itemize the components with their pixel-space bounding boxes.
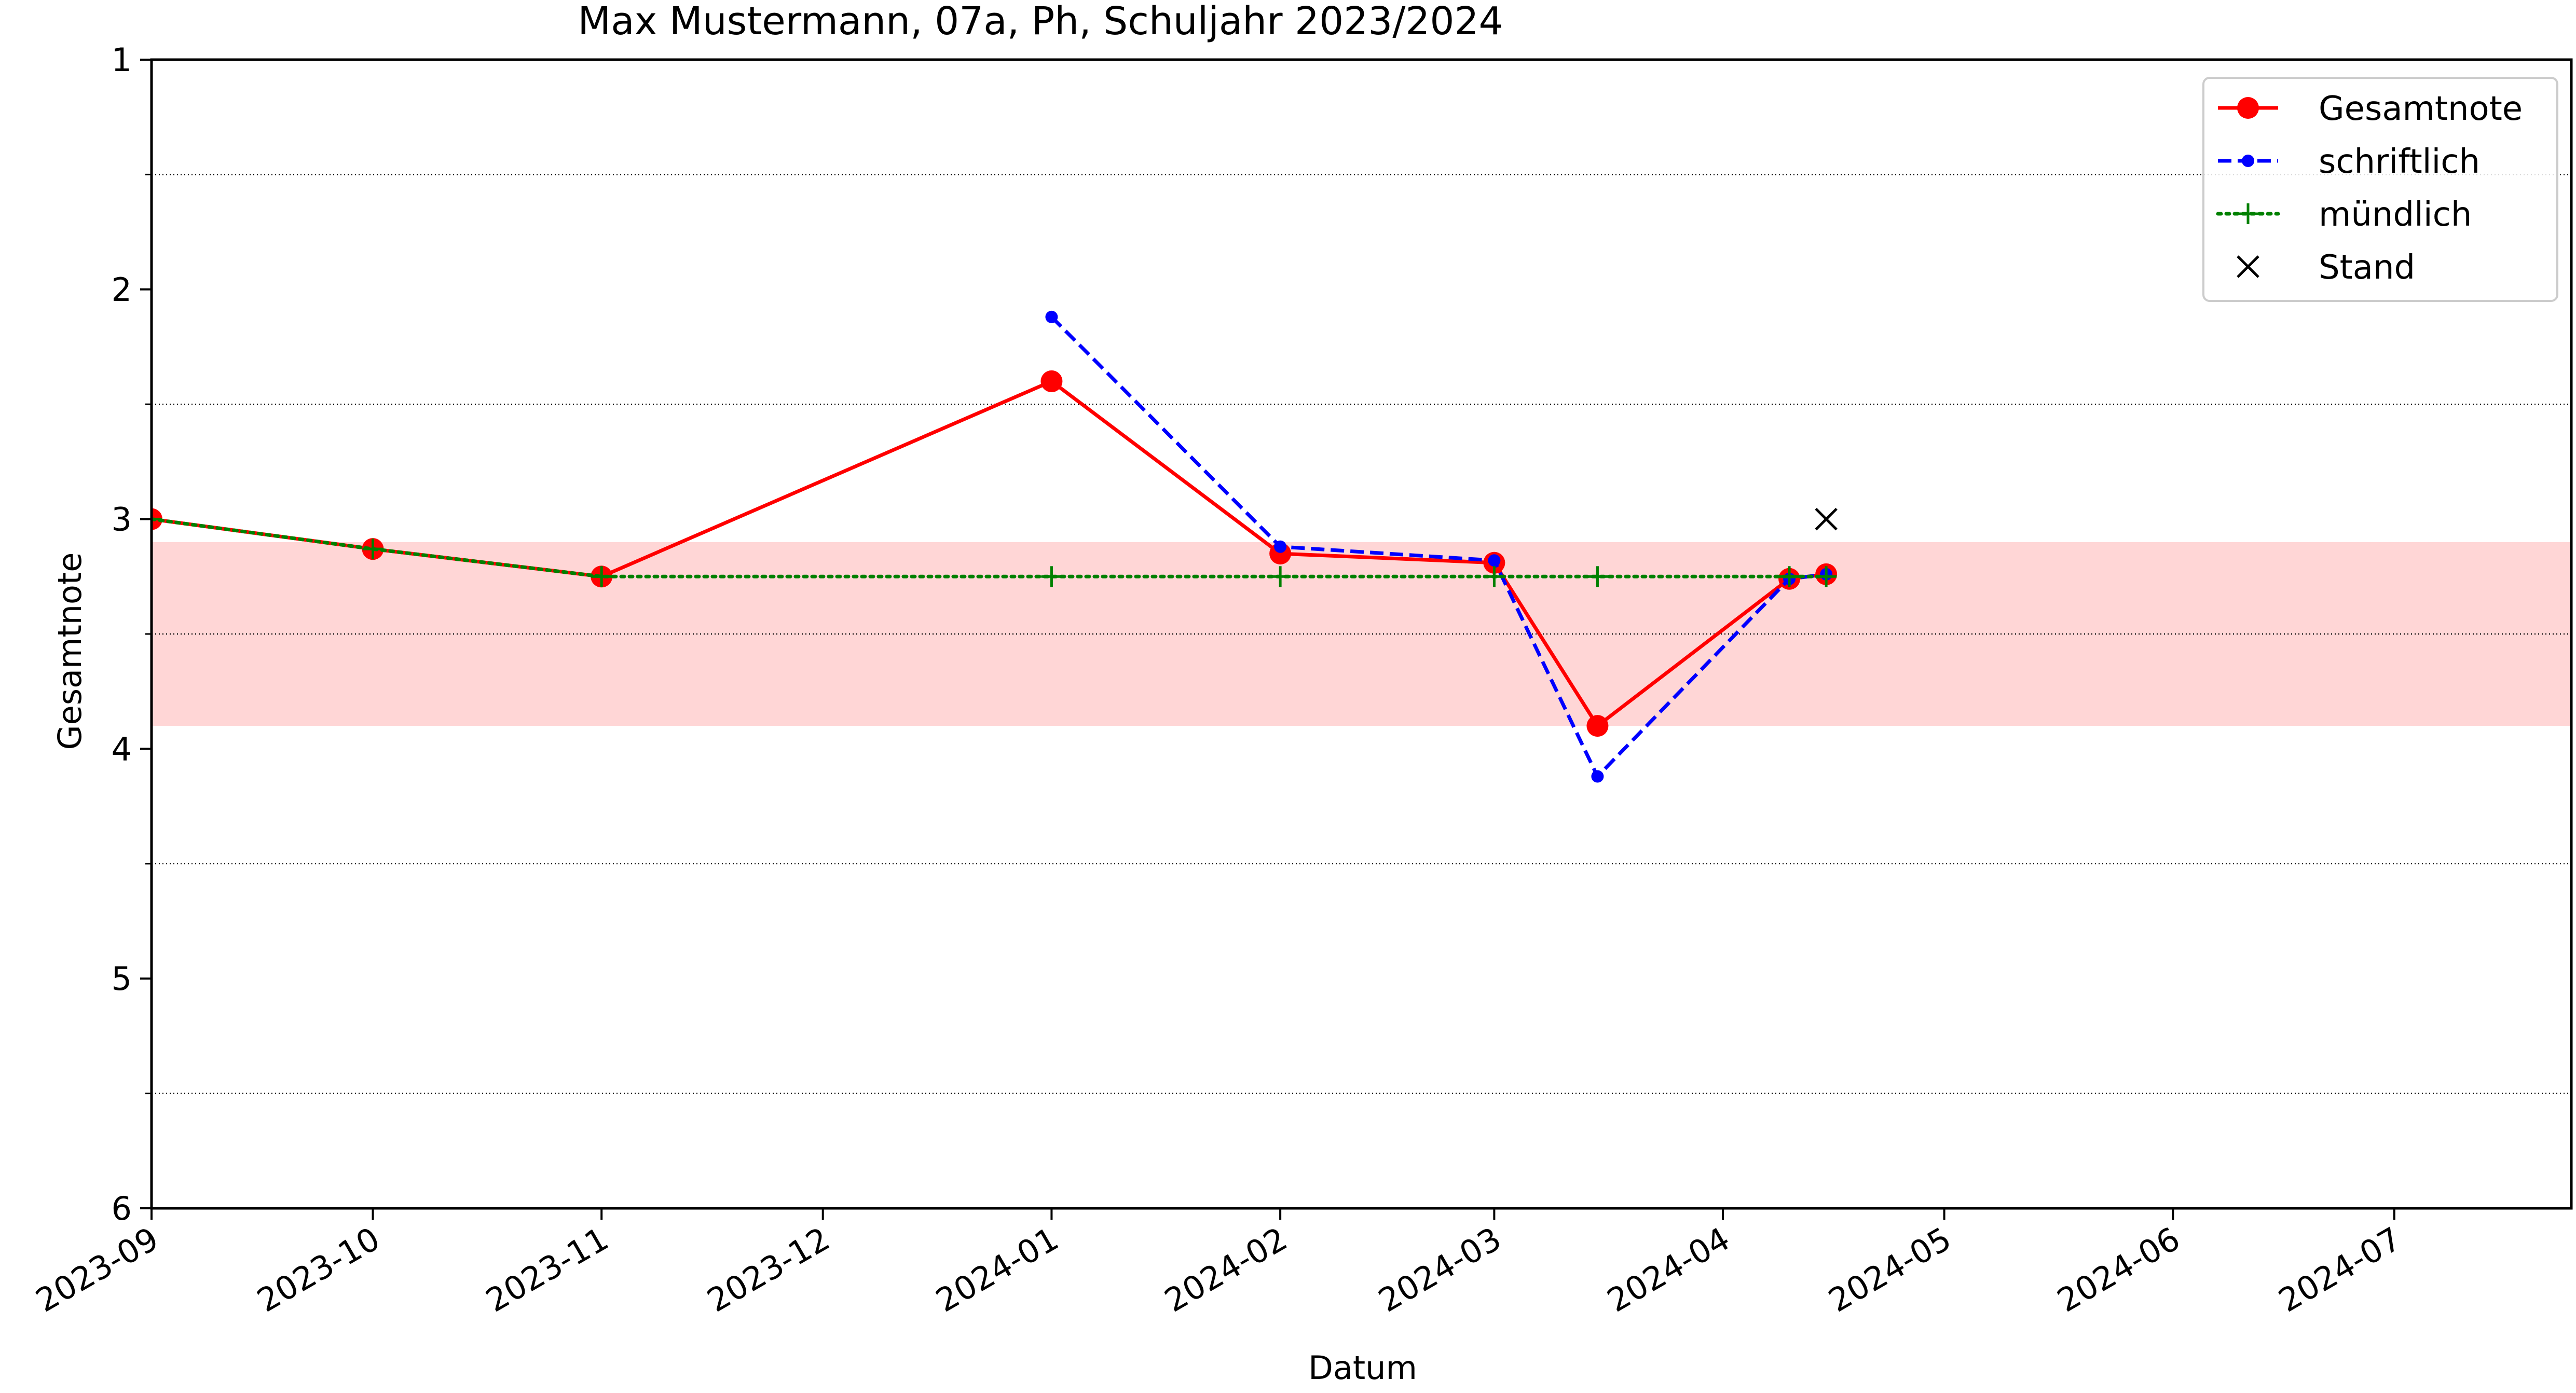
data-point [1779, 566, 1800, 587]
x-tick-label: 2024-05 [1822, 1220, 1957, 1320]
x-tick-label: 2023-09 [30, 1220, 165, 1320]
legend-label: schriftlich [2319, 143, 2480, 181]
y-axis-label: Gesamtnote [51, 553, 89, 750]
data-point [1488, 554, 1501, 567]
data-point [1270, 566, 1291, 587]
legend-item: mündlich [2216, 196, 2472, 234]
data-point [362, 539, 383, 560]
legend-label: Gesamtnote [2319, 90, 2523, 128]
legend-frame [2202, 77, 2558, 302]
data-point [1586, 715, 1609, 737]
legend-item: Gesamtnote [2218, 90, 2523, 128]
y-tick-label: 3 [112, 501, 132, 539]
data-point [591, 566, 612, 587]
chart-title: Max Mustermann, 07a, Ph, Schuljahr 2023/… [578, 0, 1503, 44]
legend-marker [2242, 155, 2254, 167]
x-tick-label: 2024-06 [2051, 1220, 2186, 1320]
y-tick-label: 1 [112, 41, 132, 79]
marker-stroke [1815, 507, 1838, 531]
x-tick-label: 2024-04 [1601, 1220, 1736, 1320]
data-point [1591, 770, 1604, 783]
data-point [1041, 566, 1062, 587]
data-point [1040, 370, 1063, 392]
legend-label: mündlich [2319, 196, 2472, 234]
y-tick-label: 5 [112, 960, 132, 998]
data-point [1484, 566, 1505, 587]
data-point [1274, 540, 1287, 553]
legend-marker [2238, 203, 2258, 224]
x-tick-label: 2023-11 [479, 1220, 615, 1320]
x-tick-label: 2023-12 [701, 1220, 836, 1320]
legend-marker [2237, 97, 2259, 119]
axes-frame [150, 58, 2573, 1210]
y-tick-label: 2 [112, 271, 132, 309]
series-group [152, 310, 1838, 783]
legend-marker [2237, 255, 2259, 278]
x-tick-label: 2024-02 [1158, 1220, 1294, 1320]
x-tick-label: 2024-03 [1372, 1220, 1508, 1320]
x-tick-label: 2024-01 [929, 1220, 1065, 1320]
x-tick-label: 2024-07 [2272, 1220, 2407, 1320]
data-point [1816, 566, 1837, 587]
legend-item: Stand [2237, 249, 2415, 287]
data-point [152, 508, 162, 530]
legend-item: schriftlich [2218, 143, 2480, 181]
y-tick-label: 4 [112, 730, 132, 768]
data-point [1587, 566, 1608, 587]
marker-stroke [2237, 255, 2259, 278]
legend: Gesamtnote schriftlich mündlich Stand [2202, 77, 2558, 302]
data-point [1815, 507, 1838, 531]
x-tick-label: 2023-10 [251, 1220, 386, 1320]
y-tick-label: 6 [112, 1190, 132, 1228]
x-axis-label: Datum [1308, 1349, 1417, 1387]
series-line [1050, 315, 1827, 779]
data-point [1045, 310, 1058, 323]
legend-label: Stand [2319, 249, 2415, 287]
